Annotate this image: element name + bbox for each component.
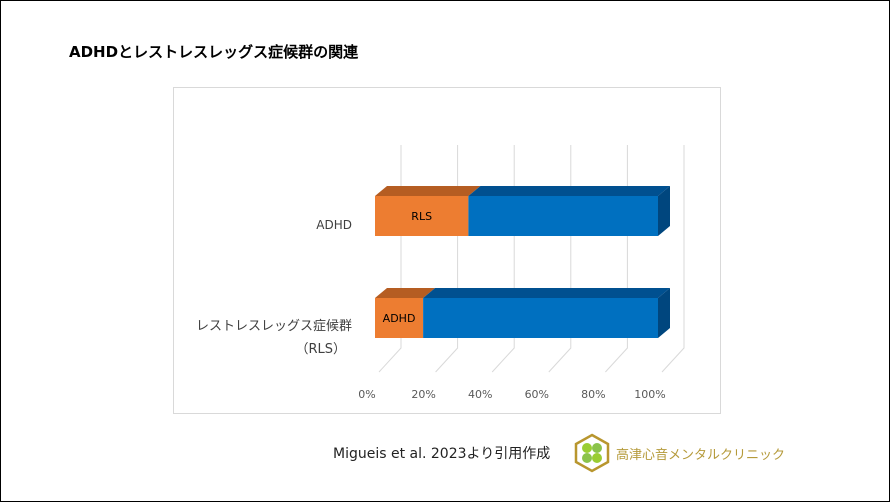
category-label: レストレスレッグス症候群 <box>196 319 352 334</box>
category-label: （RLS） <box>295 342 346 357</box>
bar-top-face <box>468 186 670 196</box>
x-tick-label: 0% <box>358 388 375 401</box>
x-tick-label: 20% <box>411 388 435 401</box>
bar-side-face <box>658 288 670 338</box>
bar-side-face <box>658 186 670 236</box>
data-label: RLS <box>411 210 432 223</box>
bar-top-face <box>375 186 481 196</box>
bar-segment <box>375 196 469 236</box>
bar-top-face <box>375 288 436 298</box>
bar-segment <box>375 298 424 338</box>
gridline <box>661 145 685 373</box>
bar-top-face <box>423 288 670 298</box>
bar-segment <box>468 196 658 236</box>
category-label: ADHD <box>316 218 352 232</box>
x-tick-label: 40% <box>468 388 492 401</box>
x-tick-label: 80% <box>581 388 605 401</box>
data-label: ADHD <box>383 312 416 325</box>
clinic-logo-icon <box>574 433 610 473</box>
bar-segment <box>423 298 658 338</box>
clinic-name: 高津心音メンタルクリニック <box>616 448 786 463</box>
chart-area <box>173 87 721 414</box>
source-citation: Migueis et al. 2023より引用作成 <box>333 446 551 462</box>
x-tick-label: 100% <box>634 388 665 401</box>
page-title: ADHDとレストレスレッグス症候群の関連 <box>69 43 359 61</box>
x-tick-label: 60% <box>525 388 549 401</box>
